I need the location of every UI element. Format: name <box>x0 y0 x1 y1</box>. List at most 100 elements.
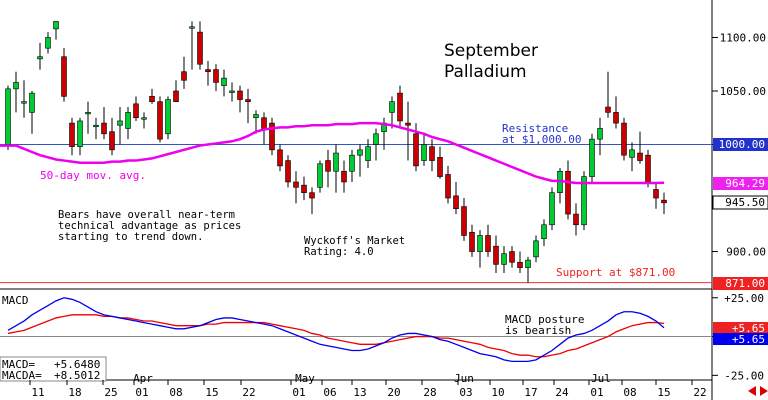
candle-body-down <box>469 231 475 252</box>
candle <box>309 187 315 215</box>
x-month-label: Jun <box>454 372 474 385</box>
candle <box>85 101 91 134</box>
candle <box>317 160 323 193</box>
candle <box>53 21 59 40</box>
chart-subtitle: Palladium <box>444 62 527 82</box>
candle-body-up <box>549 192 555 226</box>
candle <box>397 85 403 129</box>
candle-body-up <box>501 253 507 265</box>
candle-body-down <box>661 199 667 204</box>
candle <box>605 71 611 118</box>
candle-body-up <box>53 21 59 30</box>
candle-body-down <box>429 146 435 161</box>
candle <box>333 144 339 193</box>
candle-body-up <box>581 176 587 226</box>
macd-readout-value: +5.6480 <box>54 358 100 371</box>
candle-body-up <box>93 124 99 128</box>
candle-body-up <box>77 120 83 147</box>
candle <box>645 149 651 188</box>
candle <box>589 133 595 182</box>
scroll-controls[interactable] <box>748 386 768 396</box>
wyckoff-note-line2: Rating: 4.0 <box>304 246 374 258</box>
candle <box>541 219 547 247</box>
macd-panel: +25.00+0.00-25.00 MACD MACD posture is b… <box>0 292 768 382</box>
macd-value-tag: +5.65 <box>732 333 765 346</box>
candle <box>445 165 451 204</box>
candle-body-down <box>453 195 459 210</box>
candle-body-down <box>397 92 403 122</box>
scroll-right-icon[interactable] <box>760 386 768 396</box>
x-day-label: 08 <box>623 386 636 399</box>
candle-body-down <box>613 112 619 124</box>
candle <box>141 112 147 129</box>
candlesticks <box>5 21 667 283</box>
candle-body-up <box>221 77 227 86</box>
x-day-label: 17 <box>524 386 537 399</box>
candle-body-up <box>597 128 603 140</box>
candle <box>93 117 99 140</box>
bears-note-line1: Bears have overall near-term <box>58 209 235 221</box>
macd-tick-label: +25.00 <box>724 292 764 305</box>
candle-body-down <box>269 122 275 151</box>
candle <box>293 171 299 204</box>
macda-readout-value: +8.5012 <box>54 369 100 382</box>
candle-body-down <box>437 157 443 177</box>
candle-body-up <box>21 101 27 104</box>
candle <box>37 42 43 70</box>
candle-body-up <box>373 133 379 145</box>
candle-body-down <box>565 170 571 215</box>
candle-body-down <box>445 174 451 199</box>
candle <box>461 198 467 241</box>
candle <box>549 187 555 231</box>
price-y-ticks: 900.00 1000.00 1050.00 1100.00 <box>712 31 766 259</box>
candle <box>197 21 203 70</box>
candle-body-down <box>61 56 67 97</box>
x-day-label: 25 <box>104 386 117 399</box>
x-day-label: 08 <box>169 386 182 399</box>
x-day-label: 06 <box>323 386 336 399</box>
ma-label: 50-day mov. avg. <box>40 169 146 182</box>
candle <box>45 32 51 54</box>
candle-body-up <box>117 120 123 126</box>
candle <box>573 203 579 236</box>
candle <box>405 101 411 161</box>
candle-body-up <box>189 26 195 29</box>
candle <box>621 117 627 161</box>
candle <box>77 117 83 156</box>
candle <box>133 96 139 121</box>
candle-body-up <box>125 112 131 129</box>
last-price-tag: 945.50 <box>725 196 765 209</box>
candle <box>613 96 619 129</box>
ma-price-tag-bg <box>713 177 768 190</box>
candle-body-up <box>333 152 339 172</box>
candle <box>493 235 499 273</box>
macd-note-line1: MACD posture <box>505 313 584 326</box>
candle-body-down <box>197 31 203 65</box>
candle-body-down <box>637 152 643 161</box>
price-tick-label: 1050.00 <box>720 85 766 98</box>
resistance-label-line2: at $1,000.00 <box>502 133 581 146</box>
candle <box>237 85 243 113</box>
support-label: Support at $871.00 <box>556 266 675 279</box>
x-day-label: 22 <box>242 386 255 399</box>
candle <box>373 128 379 161</box>
resistance-price-tag-bg <box>713 138 768 151</box>
candle <box>365 139 371 169</box>
x-day-label: 01 <box>590 386 603 399</box>
candle-body-down <box>645 154 651 183</box>
macd-readout-label: MACD= <box>2 358 35 371</box>
scroll-left-icon[interactable] <box>748 386 756 396</box>
candle-body-down <box>509 251 515 263</box>
candle <box>653 181 659 209</box>
candle <box>205 61 211 86</box>
resistance-price-tag: 1000.00 <box>719 138 765 151</box>
candle-body-up <box>317 163 323 188</box>
candle <box>69 117 75 156</box>
candle <box>525 256 531 283</box>
candle-body-down <box>301 184 307 193</box>
candle <box>429 139 435 172</box>
x-day-label: 11 <box>31 386 44 399</box>
